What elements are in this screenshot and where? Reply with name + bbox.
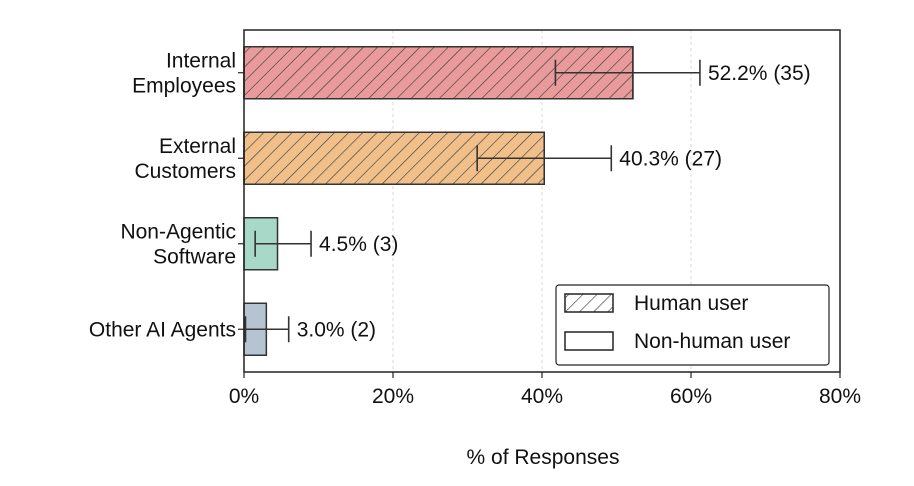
legend-swatch-non-human-user xyxy=(564,331,614,351)
legend-box xyxy=(555,284,830,366)
category-label: Software xyxy=(153,245,236,268)
x-axis: 0% 20% 40% 60% 80% xyxy=(229,372,861,408)
data-label: 3.0% (2) xyxy=(297,318,376,341)
x-tick-label: 60% xyxy=(670,385,712,408)
category-label: Non-Agentic xyxy=(120,220,236,243)
category-label: Other AI Agents xyxy=(89,318,236,341)
error-bars xyxy=(244,59,701,343)
data-label: 40.3% (27) xyxy=(619,147,722,170)
category-label: External xyxy=(159,135,236,158)
category-label: Internal xyxy=(166,49,236,72)
x-tick-label: 40% xyxy=(521,385,563,408)
category-label: Employees xyxy=(132,74,236,97)
data-label: 4.5% (3) xyxy=(319,233,398,256)
x-tick-label: 80% xyxy=(819,385,861,408)
x-axis-title: % of Responses xyxy=(467,446,620,469)
data-labels: 52.2% (35) 40.3% (27) 4.5% (3) 3.0% (2) xyxy=(297,62,811,342)
legend-swatch-human-user xyxy=(564,293,614,313)
legend: Human user Non-human user xyxy=(555,284,830,366)
legend-label-non-human-user: Non-human user xyxy=(634,330,790,353)
x-tick-label: 20% xyxy=(372,385,414,408)
category-label: Customers xyxy=(134,160,236,183)
data-label: 52.2% (35) xyxy=(708,62,811,85)
legend-label-human-user: Human user xyxy=(634,292,748,315)
x-tick-label: 0% xyxy=(229,385,259,408)
